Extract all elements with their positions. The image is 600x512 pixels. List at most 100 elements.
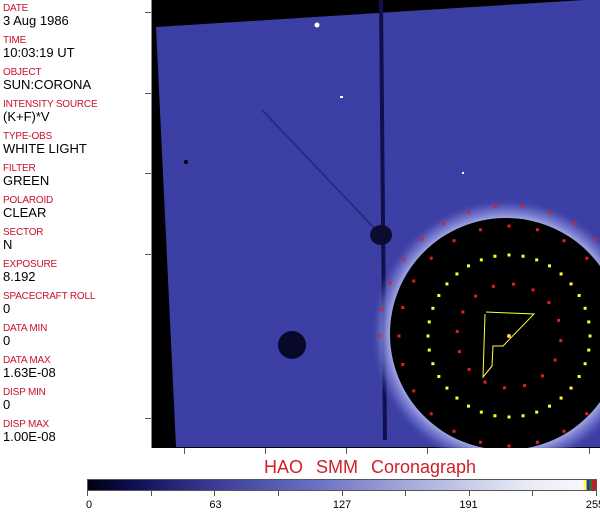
field-disp-min: DISP MIN 0 — [3, 387, 46, 412]
marker-dot — [427, 348, 431, 352]
marker-dot — [427, 320, 431, 324]
marker-dot — [491, 284, 495, 288]
marker-dot — [507, 253, 511, 257]
field-value: 8.192 — [3, 269, 36, 284]
marker-dot — [559, 339, 563, 343]
streamer-line — [261, 109, 379, 233]
field-label: TIME — [3, 35, 27, 46]
marker-dot — [429, 256, 433, 260]
marker-dot — [455, 272, 459, 276]
field-filter: FILTER GREEN — [3, 163, 49, 188]
occulter-disk — [390, 218, 600, 448]
marker-dot — [585, 412, 589, 416]
marker-dot — [547, 301, 551, 305]
marker-dot — [507, 415, 511, 419]
marker-dot — [445, 282, 449, 286]
marker-dot — [429, 412, 433, 416]
marker-dot — [388, 281, 392, 285]
marker-dot — [467, 210, 471, 214]
star — [340, 96, 343, 98]
field-date: DATE 3 Aug 1986 — [3, 3, 69, 28]
dark-spot — [278, 331, 306, 359]
marker-dot — [577, 375, 581, 378]
marker-dot — [479, 440, 483, 444]
marker-dot — [402, 258, 406, 262]
field-value: 0 — [3, 397, 11, 412]
colorbar-tick — [87, 491, 88, 496]
colorbar-tick-label: 127 — [332, 499, 352, 511]
sector-outline — [482, 311, 536, 379]
field-value: GREEN — [3, 173, 50, 188]
marker-dot — [548, 404, 551, 408]
marker-dot — [583, 362, 587, 366]
sun-center-marker — [507, 334, 511, 338]
marker-dot — [572, 221, 576, 225]
marker-dot — [437, 294, 441, 297]
colorbar-tick — [405, 491, 407, 496]
field-label: POLAROID — [3, 195, 54, 206]
instrument-title: HAO SMM Coronagraph — [263, 457, 477, 477]
field-intensity-source: INTENSITY SOURCE (K+F)*V — [3, 99, 98, 124]
field-value: 0 — [3, 301, 11, 316]
marker-dot — [467, 264, 470, 268]
colorbar-tick-label: 0 — [85, 499, 93, 511]
marker-dot — [569, 282, 573, 286]
field-label: OBJECT — [3, 67, 42, 78]
field-value: 1.00E-08 — [3, 429, 56, 444]
marker-dot — [401, 362, 405, 366]
marker-dot — [507, 444, 511, 448]
marker-dot — [397, 334, 401, 338]
marker-dot — [431, 362, 435, 366]
marker-dot — [553, 358, 557, 362]
colorbar-tick — [214, 491, 216, 496]
marker-dot — [587, 320, 591, 324]
marker-dot — [507, 224, 511, 228]
colorbar-tick — [532, 491, 534, 496]
axis-tick — [145, 418, 151, 419]
field-label: FILTER — [3, 163, 36, 174]
colorbar — [87, 479, 597, 491]
pylon-blob — [370, 225, 392, 245]
marker-dot — [594, 237, 598, 241]
marker-dot — [521, 414, 525, 418]
field-label: DATE — [3, 3, 29, 14]
colorbar-tick-label: 191 — [459, 499, 478, 511]
marker-dot — [535, 228, 539, 232]
marker-dot — [535, 258, 539, 262]
field-value: (K+F)*V — [3, 109, 50, 124]
marker-dot — [535, 440, 539, 444]
marker-dot — [455, 329, 459, 333]
marker-dot — [493, 254, 497, 258]
marker-dot — [540, 374, 544, 378]
marker-dot — [452, 239, 456, 243]
field-value: 0 — [3, 333, 11, 348]
marker-dot — [479, 258, 483, 262]
field-value: CLEAR — [3, 205, 47, 220]
marker-dot — [562, 429, 566, 433]
dark-speck — [184, 160, 188, 164]
field-label: EXPOSURE — [3, 259, 57, 270]
marker-dot — [559, 396, 563, 400]
marker-dot — [547, 210, 551, 214]
marker-dot — [445, 386, 449, 390]
field-polaroid: POLAROID CLEAR — [3, 195, 53, 220]
marker-dot — [467, 404, 470, 408]
marker-dot — [559, 272, 563, 276]
axis-tick — [184, 448, 185, 454]
field-value: 3 Aug 1986 — [3, 13, 69, 28]
marker-dot — [420, 237, 424, 241]
colorbar-tick — [596, 491, 597, 496]
axis-tick — [145, 173, 151, 174]
field-type-obs: TYPE-OBS WHITE LIGHT — [3, 131, 87, 156]
colorbar-tick-label: 63 — [209, 499, 222, 511]
field-label: DISP MIN — [3, 387, 46, 398]
star — [462, 172, 464, 174]
marker-dot — [577, 294, 581, 297]
axis-tick — [346, 448, 347, 454]
marker-dot — [521, 254, 525, 258]
marker-dot — [442, 221, 446, 225]
marker-dot — [455, 396, 459, 400]
marker-dot — [412, 389, 416, 393]
field-label: INTENSITY SOURCE — [3, 99, 98, 110]
marker-dot — [523, 384, 527, 388]
